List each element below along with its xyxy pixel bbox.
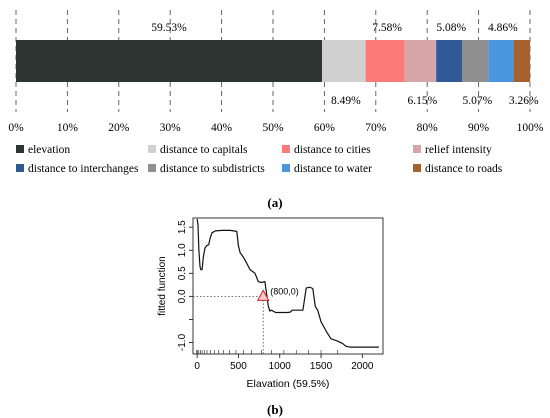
x-tick-label: 500 [230, 361, 247, 372]
y-tick-label: 0.0 [177, 289, 188, 303]
bar-segment [321, 40, 366, 82]
panel-label-a: (a) [267, 195, 282, 210]
data-label: 6.15% [408, 95, 438, 107]
legend-entry: distance to interchanges [28, 163, 139, 175]
legend-swatch [282, 145, 290, 153]
x-tick-label: 1000 [269, 361, 292, 372]
legend-swatch [413, 145, 421, 153]
x-tick-label: 50% [262, 122, 284, 134]
legend-entry: distance to subdistricts [160, 163, 265, 175]
data-label: 4.86% [488, 22, 518, 34]
annotation-label: (800,0) [270, 286, 299, 296]
legend-swatch [16, 145, 24, 153]
x-tick-label: 100% [517, 122, 544, 134]
legend-entry: relief intensity [425, 144, 492, 156]
legend-entry: distance to capitals [160, 144, 248, 156]
y-tick-label: 0.5 [177, 266, 188, 280]
legend-swatch [16, 164, 24, 172]
x-tick-label: 90% [468, 122, 490, 134]
x-axis-label: Elavation (59.5%) [247, 378, 330, 390]
data-label: 5.08% [436, 22, 466, 34]
x-tick-label: 0% [8, 122, 24, 134]
bar-segment [513, 40, 531, 82]
annotation-marker [256, 289, 270, 301]
data-label: 5.07% [462, 95, 492, 107]
x-tick-label: 10% [57, 122, 79, 134]
x-tick-label: 60% [314, 122, 336, 134]
panel-label-b: (b) [267, 402, 283, 417]
x-tick-label: 20% [108, 122, 130, 134]
x-tick-label: 30% [160, 122, 182, 134]
data-label: 3.26% [509, 95, 539, 107]
fitted-function-chart: 0 500 1000 1500 2000 -1.0 0.0 0.5 1.0 1.5 Elavatio… [157, 217, 384, 390]
y-tick-label: 1.0 [177, 243, 188, 257]
plot-frame [192, 217, 384, 355]
data-label: 59.53% [151, 22, 187, 34]
data-label: 8.49% [331, 95, 361, 107]
y-tick-label: -1.0 [177, 333, 188, 351]
legend-swatch [148, 145, 156, 153]
bar-segment [488, 40, 514, 82]
x-tick-label: 0 [194, 361, 200, 372]
legend-entry: elevation [28, 144, 70, 156]
legend-entry: distance to water [294, 163, 372, 175]
legend-entry: distance to cities [294, 144, 371, 156]
x-tick-label: 40% [211, 122, 233, 134]
legend-entry: distance to roads [425, 163, 503, 175]
legend-swatch [413, 164, 421, 172]
y-tick-label: 1.5 [177, 220, 188, 234]
stacked-bar-chart: 0% 10% 20% 30% 40% 50% 60% 70% 80% 90% 100% 59.53% 8… [8, 10, 544, 175]
legend-swatch [148, 164, 156, 172]
fitted-curve [196, 218, 379, 348]
x-tick-label: 70% [365, 122, 387, 134]
legend-swatch [282, 164, 290, 172]
x-tick-label: 80% [417, 122, 439, 134]
bar-segment [462, 40, 489, 82]
bar-segment [436, 40, 463, 82]
x-tick-label: 2000 [351, 361, 374, 372]
bar-segment [404, 40, 437, 82]
bar-segment [16, 40, 322, 82]
bar-segment [365, 40, 405, 82]
x-tick-label: 1500 [310, 361, 333, 372]
y-axis-label: fitted function [157, 256, 168, 315]
data-label: 7.58% [372, 22, 402, 34]
